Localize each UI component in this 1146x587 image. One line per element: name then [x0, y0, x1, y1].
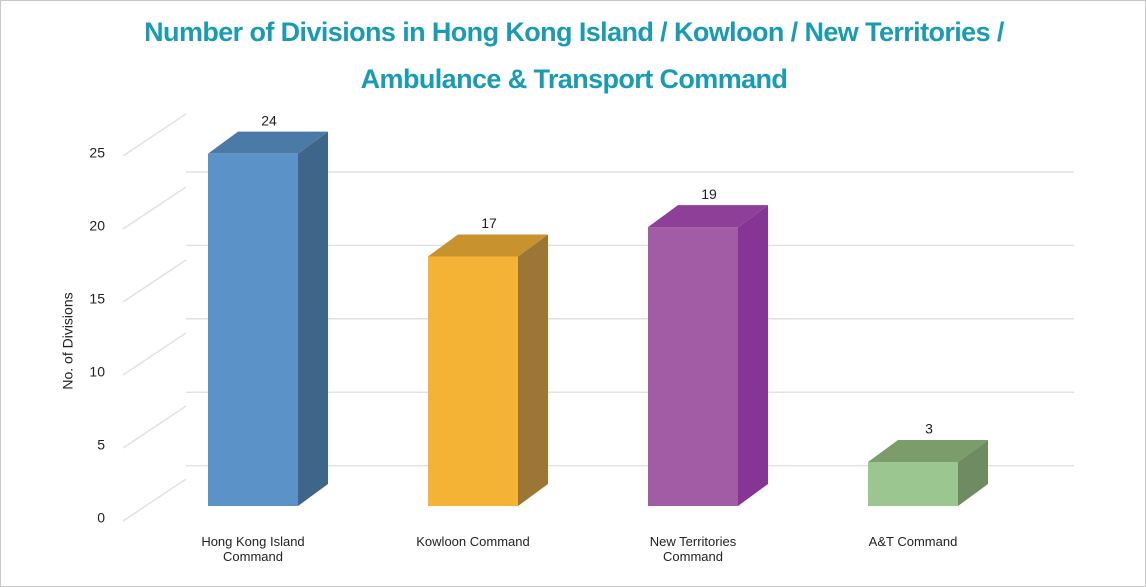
y-axis-label: No. of Divisions [60, 292, 76, 389]
bar-top [868, 439, 988, 462]
bar [868, 461, 958, 506]
y-tick-label: 20 [89, 218, 105, 234]
bar-side [738, 205, 768, 506]
x-tick-label: New Territories Command [649, 534, 737, 564]
data-label: 24 [261, 112, 277, 128]
bar-top [428, 234, 548, 257]
y-tick-label: 10 [89, 364, 105, 380]
grid-diagonal [122, 478, 187, 522]
grid-diagonal [122, 332, 187, 376]
bar-side [518, 234, 548, 506]
bar-side [958, 439, 988, 506]
bar-side [298, 131, 328, 506]
grid-diagonal [122, 405, 187, 449]
bar [208, 153, 298, 506]
y-tick-label: 25 [89, 145, 105, 161]
x-tick-label: Hong Kong Island Command [201, 534, 305, 564]
data-label: 3 [925, 421, 933, 437]
data-label: 19 [701, 186, 717, 202]
bar-top [208, 131, 328, 154]
y-tick-label: 0 [97, 510, 105, 526]
grid-diagonal [122, 186, 187, 230]
chart-title: Number of Divisions in Hong Kong Island … [144, 17, 1004, 94]
grid-diagonal [122, 113, 187, 157]
grid-diagonal [122, 259, 187, 303]
bar [648, 227, 738, 506]
bar-top [648, 205, 768, 228]
y-tick-label: 15 [89, 291, 105, 307]
y-tick-label: 5 [97, 437, 105, 453]
data-label: 17 [481, 215, 497, 231]
x-tick-label: Kowloon Command [416, 534, 530, 549]
x-tick-label: A&T Command [868, 534, 958, 549]
bar [428, 256, 518, 506]
